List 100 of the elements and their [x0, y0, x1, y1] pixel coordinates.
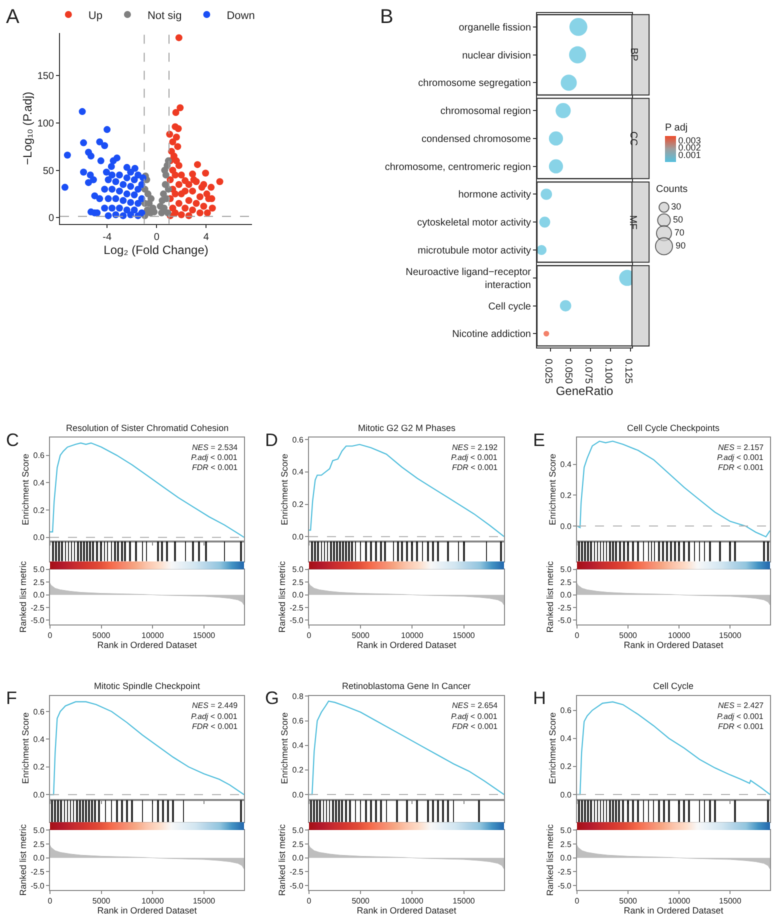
annotation: P.adj < 0.001: [717, 453, 764, 462]
x-tick-label: 0: [154, 232, 160, 243]
y-tick-label: 0.0: [33, 533, 45, 542]
text: B: [380, 6, 394, 28]
point: [123, 174, 130, 182]
chart-title: Cell Cycle Checkpoints: [627, 423, 720, 433]
annotation: FDR < 0.001: [718, 722, 764, 731]
x-tick-label: 0: [574, 630, 580, 640]
y-tick-label: -5.0: [558, 881, 572, 890]
point: [178, 211, 185, 218]
point: [174, 125, 182, 132]
point: [134, 186, 142, 193]
x-tick-label: 10000: [142, 896, 164, 906]
y-tick-label: -5.0: [290, 616, 304, 626]
point: [185, 180, 192, 188]
point: [116, 188, 123, 195]
x-tick-label: 15000: [192, 630, 216, 640]
point: [131, 164, 138, 172]
y-axis-title: Enrichment Score: [20, 712, 31, 784]
point: [101, 186, 108, 193]
y-tick-label: 0.4: [33, 734, 45, 744]
legend-title: Counts: [656, 184, 688, 195]
x-tick-label: -4: [102, 232, 112, 243]
x-tick-label: 10000: [401, 896, 424, 906]
y-tick-label: 5.0: [560, 826, 572, 835]
annotation: FDR < 0.001: [192, 722, 238, 731]
text: G: [265, 688, 280, 708]
y-tick-label: Neuroactive ligand−receptor interaction: [406, 266, 532, 291]
y-tick-label: -2.5: [30, 868, 45, 877]
y-tick-label: -2.5: [290, 868, 304, 877]
point: [164, 186, 172, 193]
point: [112, 195, 120, 202]
point: [80, 168, 88, 176]
point: [120, 197, 127, 204]
annotation: NES = 2.157: [718, 443, 764, 452]
y-tick-label: 0.0: [292, 532, 304, 542]
point: [202, 170, 210, 177]
y-tick-label: 0.2: [292, 766, 304, 775]
point: [164, 209, 172, 216]
y-axis-title: Ranked list metric: [544, 824, 555, 896]
point: [169, 138, 176, 146]
point: [101, 142, 108, 150]
y-tick-label: 2.5: [33, 840, 45, 849]
point: [80, 139, 88, 146]
point: [102, 168, 110, 176]
x-tick-label: 5000: [92, 896, 111, 906]
color-bar-label: 0.003: [678, 135, 701, 146]
x-axis-title: Rank in Ordered Dataset: [624, 906, 724, 916]
point: [161, 166, 168, 174]
y-tick-label: -2.5: [30, 603, 45, 612]
x-tick-label: 15000: [452, 630, 476, 640]
y-tick-label: 0.6: [33, 707, 45, 716]
point: [208, 204, 216, 212]
chart-title: Cell Cycle: [653, 681, 694, 691]
y-tick-label: microtubule motor activity: [418, 246, 531, 257]
y-axis-title: Enrichment Score: [280, 712, 290, 784]
point: [104, 176, 112, 184]
y-tick-label: 0.2: [560, 762, 572, 772]
annotation: BP: [628, 48, 639, 62]
point: [127, 168, 134, 176]
x-axis-title: Rank in Ordered Dataset: [624, 640, 724, 650]
point: [182, 188, 189, 195]
x-tick-label: 0.025: [542, 358, 554, 384]
point: [172, 190, 179, 198]
y-tick-label: 5.0: [33, 565, 45, 574]
y-axis-title: Ranked list metric: [544, 560, 555, 633]
point: [84, 179, 92, 186]
y-tick-label: 0.2: [560, 490, 572, 500]
point: [200, 180, 208, 188]
y-tick-label: 0.6: [560, 706, 572, 716]
y-tick-label: 0.2: [292, 500, 304, 510]
y-tick-label: 150: [37, 71, 54, 82]
y-tick-label: 2.5: [292, 578, 304, 587]
y-tick-label: -5.0: [558, 616, 572, 626]
y-tick-label: -2.5: [558, 603, 572, 612]
point: [172, 109, 180, 116]
legend-label: 90: [676, 240, 686, 250]
point: [172, 209, 179, 216]
x-axis-title: Log₂ (Fold Change): [104, 242, 208, 257]
y-axis-title: −Log₁₀ (P.adj): [20, 92, 35, 165]
point: [196, 209, 204, 216]
point: [189, 206, 196, 214]
point: [216, 178, 224, 186]
point: [182, 204, 189, 212]
point: [196, 193, 204, 200]
x-tick-label: 5000: [92, 630, 111, 640]
point: [127, 198, 134, 206]
y-tick-label: 0.0: [33, 854, 45, 863]
y-tick-label: 0.6: [292, 716, 304, 726]
x-tick-label: 5000: [619, 896, 638, 906]
y-tick-label: nuclear division: [462, 50, 531, 62]
y-axis-title: Ranked list metric: [18, 560, 28, 633]
chart-title: Resolution of Sister Chromatid Cohesion: [66, 423, 229, 433]
annotation: NES = 2.654: [452, 701, 498, 710]
annotation: P.adj < 0.001: [191, 453, 238, 462]
y-tick-label: chromosomal region: [440, 106, 531, 118]
line-series: [50, 442, 244, 538]
y-tick-label: 2.5: [33, 578, 45, 587]
annotation: FDR < 0.001: [718, 463, 764, 472]
line-series: [577, 440, 770, 538]
